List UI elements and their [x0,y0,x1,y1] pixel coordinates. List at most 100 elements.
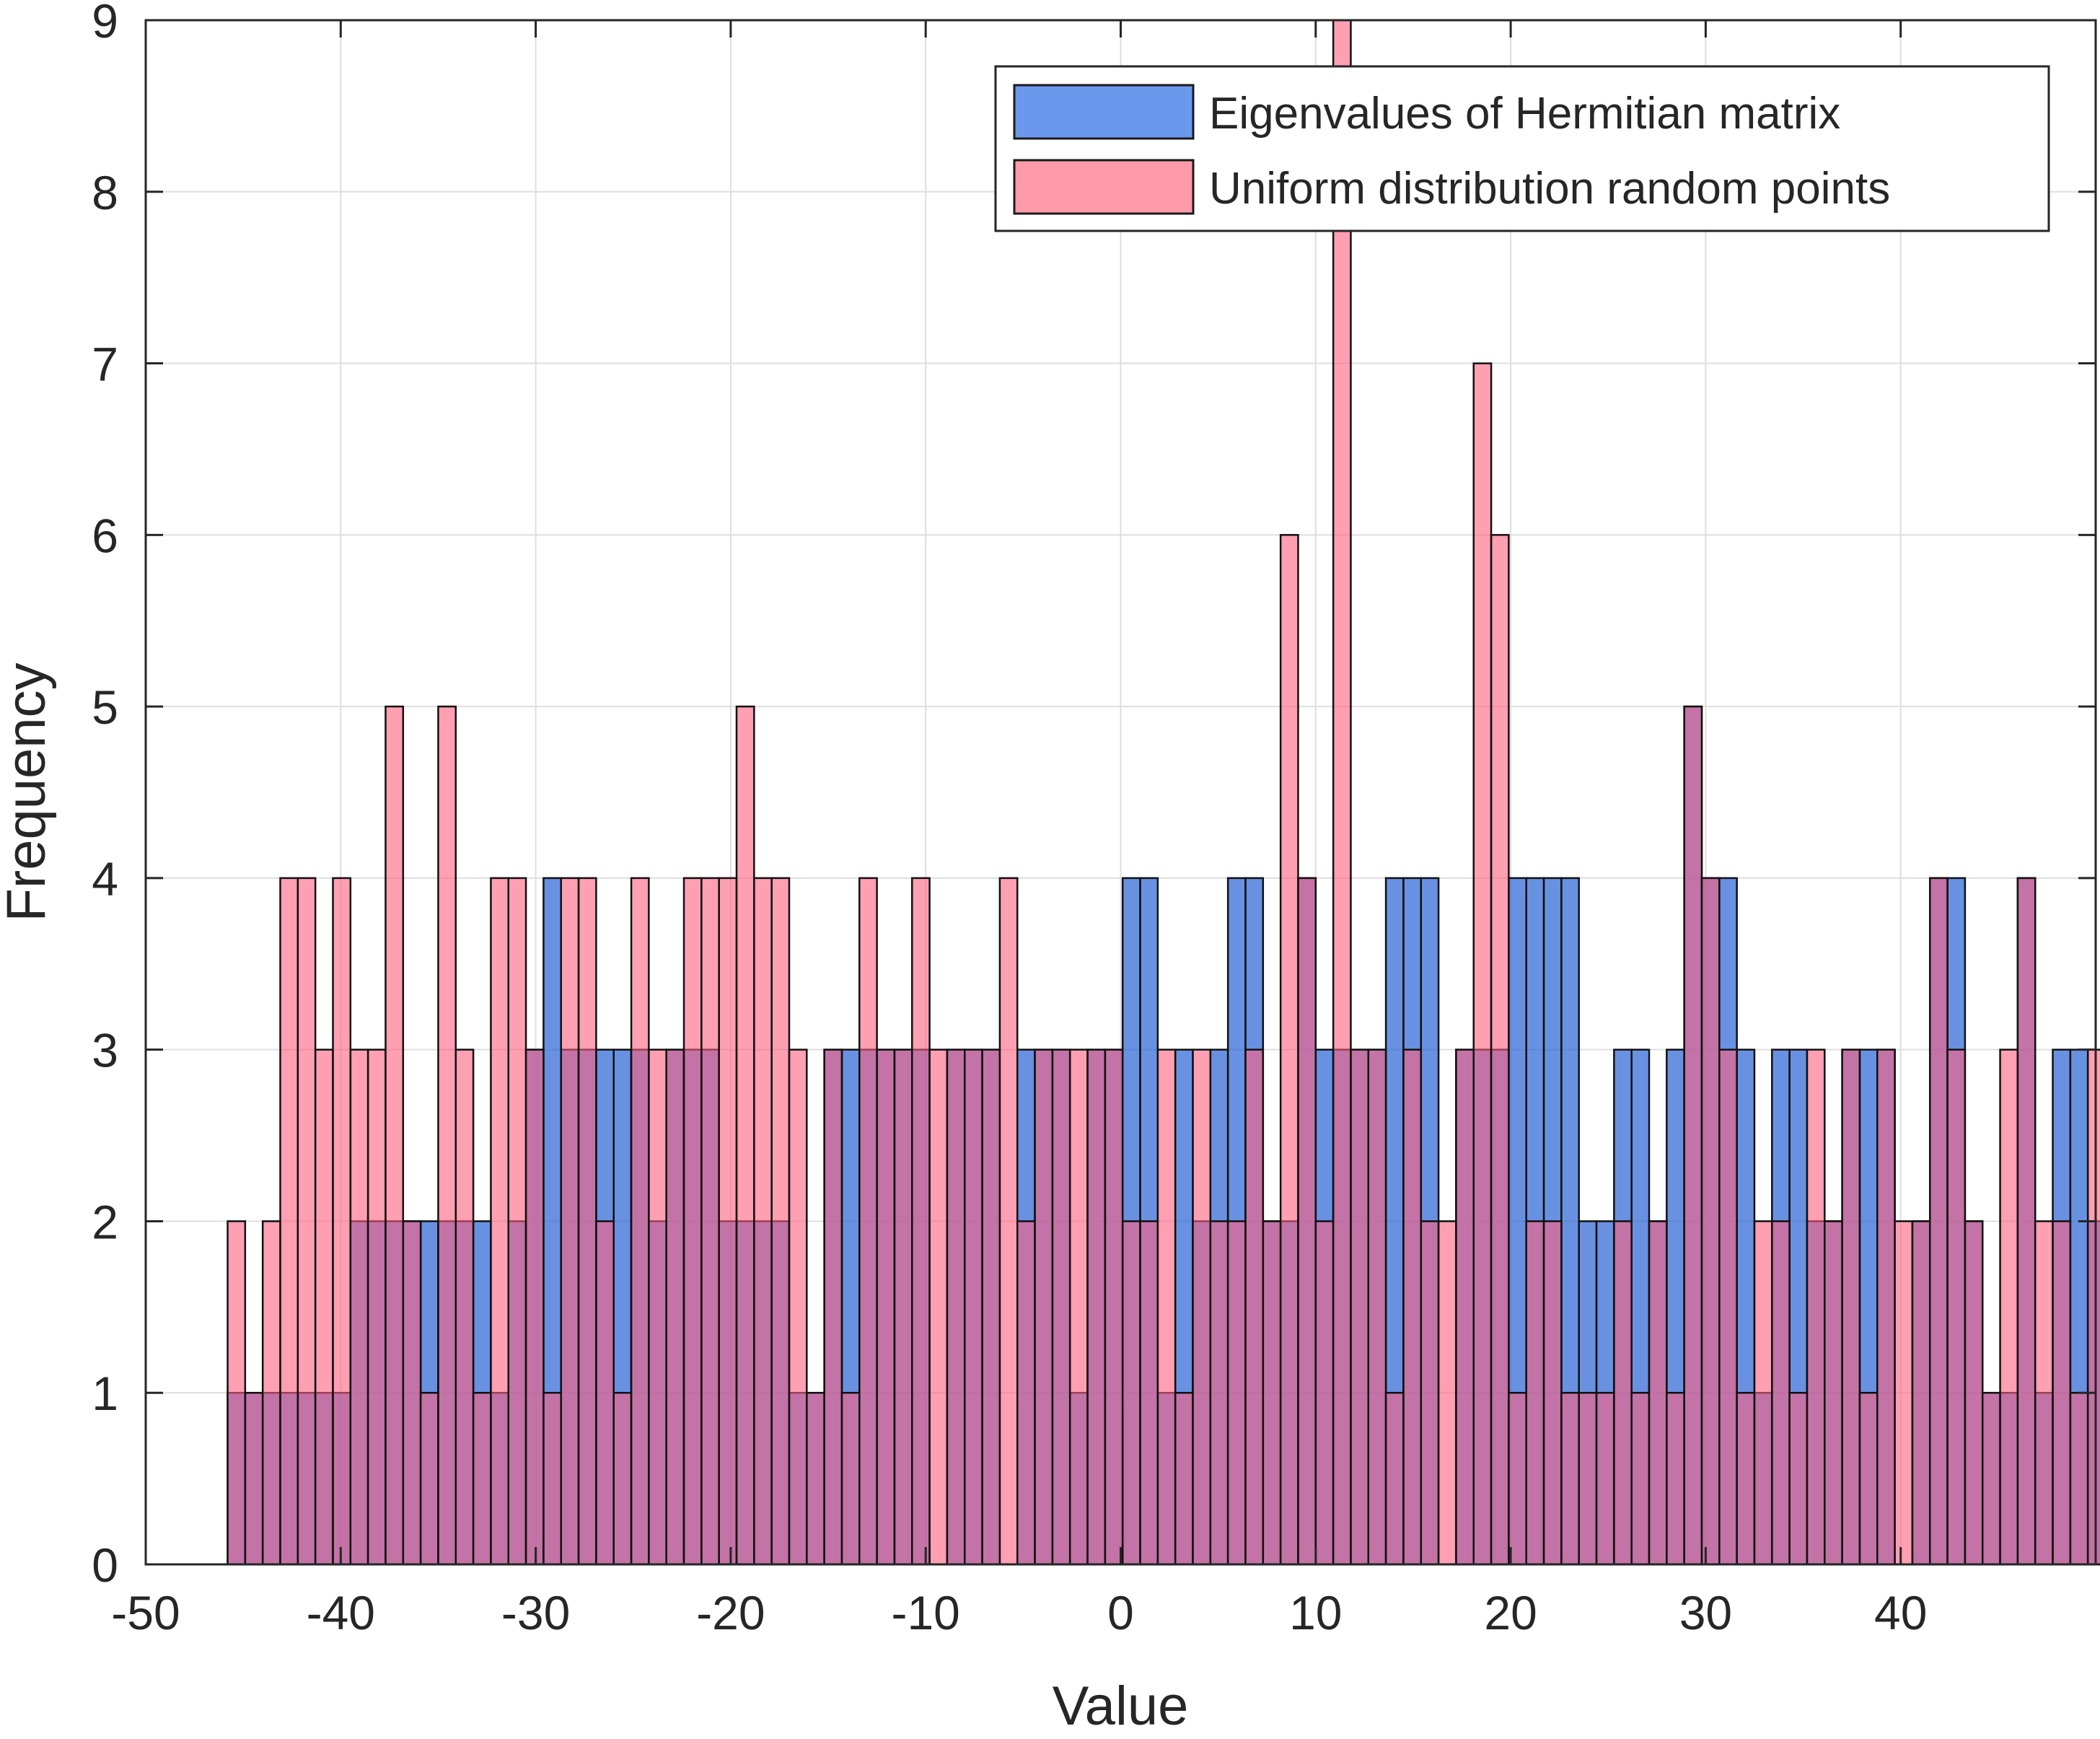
uniform-bar [1702,878,1719,1564]
uniform-bar [1193,1050,1211,1564]
uniform-bar [1123,1221,1140,1564]
x-tick-label: -40 [307,1586,375,1639]
uniform-bar [1790,1393,1807,1564]
uniform-bar [1141,1221,1158,1564]
uniform-bar [245,1393,263,1564]
uniform-bar [1807,1050,1824,1564]
uniform-bar [737,706,754,1564]
uniform-bar [1877,1050,1894,1564]
uniform-bar [2070,1393,2088,1564]
uniform-bar [1772,1221,1789,1564]
uniform-bar [561,878,579,1564]
uniform-bar [473,1393,491,1564]
uniform-bar [807,1393,824,1564]
uniform-bar [596,1221,613,1564]
uniform-bar [1491,535,1508,1564]
uniform-bar [403,1221,421,1564]
uniform-bar [1298,878,1315,1564]
uniform-bar [579,878,596,1564]
uniform-bar [789,1050,807,1564]
uniform-bar [1948,1050,1965,1564]
uniform-bar [983,1050,1000,1564]
uniform-bar [701,878,719,1564]
legend: Eigenvalues of Hermitian matrix Uniform … [996,66,2049,231]
uniform-bar [1666,1393,1684,1564]
uniform-bar [351,1050,368,1564]
y-tick-label: 6 [92,509,118,562]
uniform-bar [1965,1221,1982,1564]
uniform-bar [298,878,315,1564]
uniform-bar [1860,1393,1877,1564]
uniform-bar [315,1050,333,1564]
uniform-bar [1350,1050,1368,1564]
y-tick-label: 5 [92,680,118,734]
uniform-bar [1000,878,1017,1564]
uniform-bar [772,878,789,1564]
uniform-bar [509,878,526,1564]
x-tick-label: 20 [1484,1586,1537,1639]
y-tick-label: 0 [92,1538,118,1592]
uniform-bar [667,1050,684,1564]
y-tick-label: 7 [92,338,118,391]
uniform-bar [543,1393,561,1564]
uniform-bar [1280,535,1298,1564]
uniform-bar [1912,1221,1930,1564]
uniform-bar [1754,1221,1772,1564]
uniform-bar [1403,1050,1420,1564]
uniform-bar [1105,1050,1123,1564]
uniform-bar [491,878,508,1564]
uniform-bar [1474,364,1491,1564]
uniform-bar [1842,1050,1860,1564]
uniform-bar [1632,1393,1649,1564]
uniform-bar [1579,1393,1596,1564]
uniform-bar [1561,1393,1578,1564]
uniform-bar [228,1221,245,1564]
uniform-bar [1070,1050,1087,1564]
uniform-bar [1930,878,1947,1564]
y-axis-label: Frequency [0,662,57,921]
uniform-bar [859,878,877,1564]
uniform-bar [1175,1393,1192,1564]
y-tick-label: 3 [92,1024,118,1077]
x-axis-label: Value [1053,1676,1189,1737]
x-tick-label: -30 [501,1586,570,1639]
legend-swatch-eigenvalues [1014,85,1193,139]
uniform-bar [947,1050,965,1564]
x-tick-label: -20 [696,1586,765,1639]
uniform-bar [1544,1221,1561,1564]
uniform-bar [1333,20,1350,1564]
uniform-bar [1614,1221,1631,1564]
uniform-bar [1017,1221,1034,1564]
uniform-bar [421,1393,438,1564]
uniform-bar [385,706,403,1564]
uniform-bar [263,1221,280,1564]
uniform-bar [1053,1050,1070,1564]
legend-label-uniform: Uniform distribution random points [1209,164,1890,214]
uniform-bar [281,878,298,1564]
uniform-bar [526,1050,543,1564]
legend-swatch-uniform [1014,160,1193,214]
uniform-bar [1895,1221,1912,1564]
y-tick-label: 9 [92,0,118,48]
uniform-bar [1508,1393,1526,1564]
uniform-bar [1824,1221,1842,1564]
uniform-bar [1368,1050,1386,1564]
y-tick-label: 1 [92,1367,118,1420]
y-tick-label: 4 [92,852,118,906]
uniform-bar [614,1393,631,1564]
uniform-bar [1456,1050,1473,1564]
uniform-bar [825,1050,842,1564]
uniform-bar [2053,1221,2070,1564]
uniform-bar [719,878,737,1564]
uniform-bar [456,1050,473,1564]
uniform-bar [368,1050,385,1564]
uniform-bar [2000,1050,2018,1564]
uniform-bar [1158,1050,1175,1564]
uniform-bar [1316,1221,1333,1564]
uniform-bar [333,878,350,1564]
uniform-bar [754,878,771,1564]
uniform-bar [1719,1050,1736,1564]
x-tick-label: -10 [892,1586,960,1639]
x-tick-label: 40 [1874,1586,1927,1639]
